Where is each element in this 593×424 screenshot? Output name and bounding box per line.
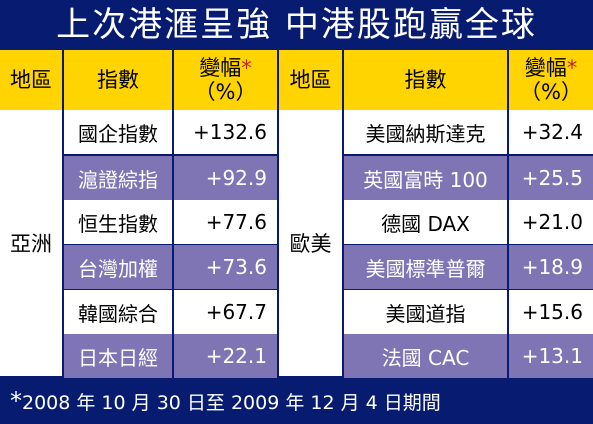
footnote-mark: * — [10, 387, 22, 415]
table-row-value: +77.6 — [174, 200, 277, 244]
table-row-name: 美國納斯達克 — [344, 110, 507, 154]
region-asia: 亞洲 — [0, 110, 62, 376]
table-row-value: +32.4 — [509, 110, 593, 154]
table-row-name: 恒生指數 — [64, 200, 172, 244]
table-row-name: 日本日經 — [64, 334, 172, 378]
header-region-label: 地區 — [289, 68, 332, 92]
table-row-name: 滬證綜指 — [64, 156, 172, 200]
table-row-value: +92.9 — [174, 156, 277, 200]
header-index-right: 指數 — [344, 50, 507, 110]
header-change-right: 變幅* （%） — [509, 50, 593, 110]
header-index-label: 指數 — [97, 68, 139, 92]
table-row-value: +25.5 — [509, 156, 593, 200]
header-change-left: 變幅* （%） — [174, 50, 277, 110]
header-change-star: * — [566, 56, 578, 80]
footnote: *2008 年 10 月 30 日至 2009 年 12 月 4 日期間 — [10, 384, 441, 418]
table-row-name: 美國標準普爾 — [344, 245, 507, 289]
table-row-value: +18.9 — [509, 245, 593, 289]
table-row-name: 韓國綜合 — [64, 290, 172, 334]
table-row-value: +22.1 — [174, 334, 277, 378]
table-row-value: +67.7 — [174, 290, 277, 334]
table-row-name: 國企指數 — [64, 110, 172, 154]
header-change-label: 變幅 — [199, 56, 242, 80]
table-row-name: 英國富時 100 — [344, 156, 507, 200]
header-index-label: 指數 — [404, 68, 447, 92]
region-europe-america: 歐美 — [279, 110, 342, 376]
table-row-name: 德國 DAX — [344, 200, 507, 244]
header-change-star: * — [241, 56, 252, 80]
table-row-value: +21.0 — [509, 200, 593, 244]
header-change-unit: （%） — [520, 80, 582, 104]
table-row-value: +132.6 — [174, 110, 277, 154]
page-title: 上次港滙呈強 中港股跑贏全球 — [56, 5, 537, 45]
header-change-label: 變幅 — [524, 56, 567, 80]
header-index-left: 指數 — [64, 50, 172, 110]
table-row-name: 美國道指 — [344, 290, 507, 334]
header-change-unit: （%） — [194, 80, 257, 104]
header-region-label: 地區 — [10, 68, 52, 92]
table-row-name: 法國 CAC — [344, 334, 507, 378]
table-row-value: +13.1 — [509, 334, 593, 378]
header-region-right: 地區 — [279, 50, 342, 110]
table-row-value: +15.6 — [509, 290, 593, 334]
header-region-left: 地區 — [0, 50, 62, 110]
footnote-text: 2008 年 10 月 30 日至 2009 年 12 月 4 日期間 — [22, 392, 441, 414]
table-row-name: 台灣加權 — [64, 245, 172, 289]
table-row-value: +73.6 — [174, 245, 277, 289]
